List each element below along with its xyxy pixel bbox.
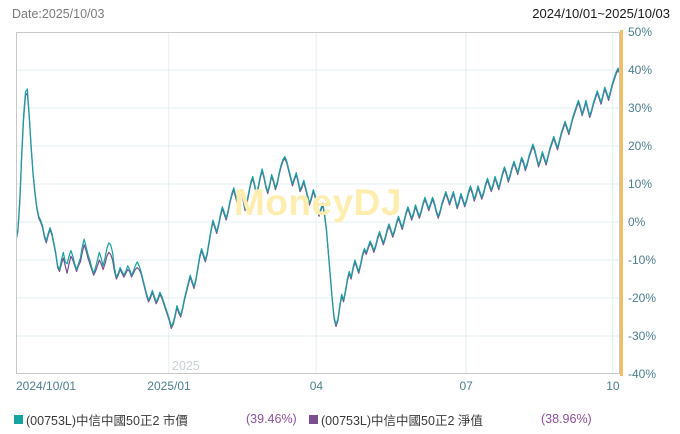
series-lines — [16, 67, 620, 329]
legend-marker-nav — [309, 414, 318, 424]
y-axis-tick-label: -30% — [628, 329, 657, 343]
x-axis-tick-label: 07 — [459, 379, 473, 393]
y-axis-tick-label: -10% — [628, 253, 657, 267]
x-axis-tick-label: 04 — [309, 379, 324, 393]
gridlines — [16, 32, 620, 374]
y-axis-tick-label: 30% — [628, 101, 653, 115]
y-axis-tick-label: 20% — [628, 139, 653, 153]
x-axis-tick-label: 2025/01 — [147, 379, 191, 393]
y-axis-tick-label: 40% — [628, 63, 653, 77]
legend-label-market-price: (00753L)中信中國50正2 市價 — [26, 413, 188, 428]
y-axis-tick-label: -40% — [628, 367, 657, 381]
line-chart-svg — [16, 32, 620, 374]
legend-marker-market-price — [14, 414, 23, 424]
legend-item-nav[interactable]: (00753L)中信中國50正2 淨值 — [309, 408, 483, 430]
date-range-label: 2024/10/01~2025/10/03 — [532, 6, 670, 21]
legend-percent-nav: (38.96%) — [541, 412, 592, 426]
x-axis-tick-label: 2024/10/01 — [16, 379, 77, 393]
y-axis-tick-label: 50% — [628, 25, 653, 39]
cursor-vertical-line[interactable] — [620, 30, 623, 376]
plot-area[interactable]: MoneyDJ — [16, 32, 620, 374]
y-axis-tick-label: 10% — [628, 177, 653, 191]
legend-percent-market-price: (39.46%) — [246, 412, 297, 426]
x-axis-tick-label: 10 — [606, 379, 620, 393]
chart-legend: (00753L)中信中國50正2 市價 (39.46%) (00753L)中信中… — [0, 408, 680, 430]
plot-border — [16, 32, 620, 374]
legend-label-nav: (00753L)中信中國50正2 淨值 — [321, 413, 483, 428]
y-axis-tick-label: -20% — [628, 291, 657, 305]
legend-item-market-price[interactable]: (00753L)中信中國50正2 市價 — [14, 408, 188, 430]
cursor-date-label: Date:2025/10/03 — [12, 7, 105, 21]
series-line-market-price — [16, 67, 620, 328]
series-line-nav — [16, 69, 620, 329]
year-separator-label: 2025 — [172, 359, 200, 373]
y-axis-tick-label: 0% — [628, 215, 646, 229]
